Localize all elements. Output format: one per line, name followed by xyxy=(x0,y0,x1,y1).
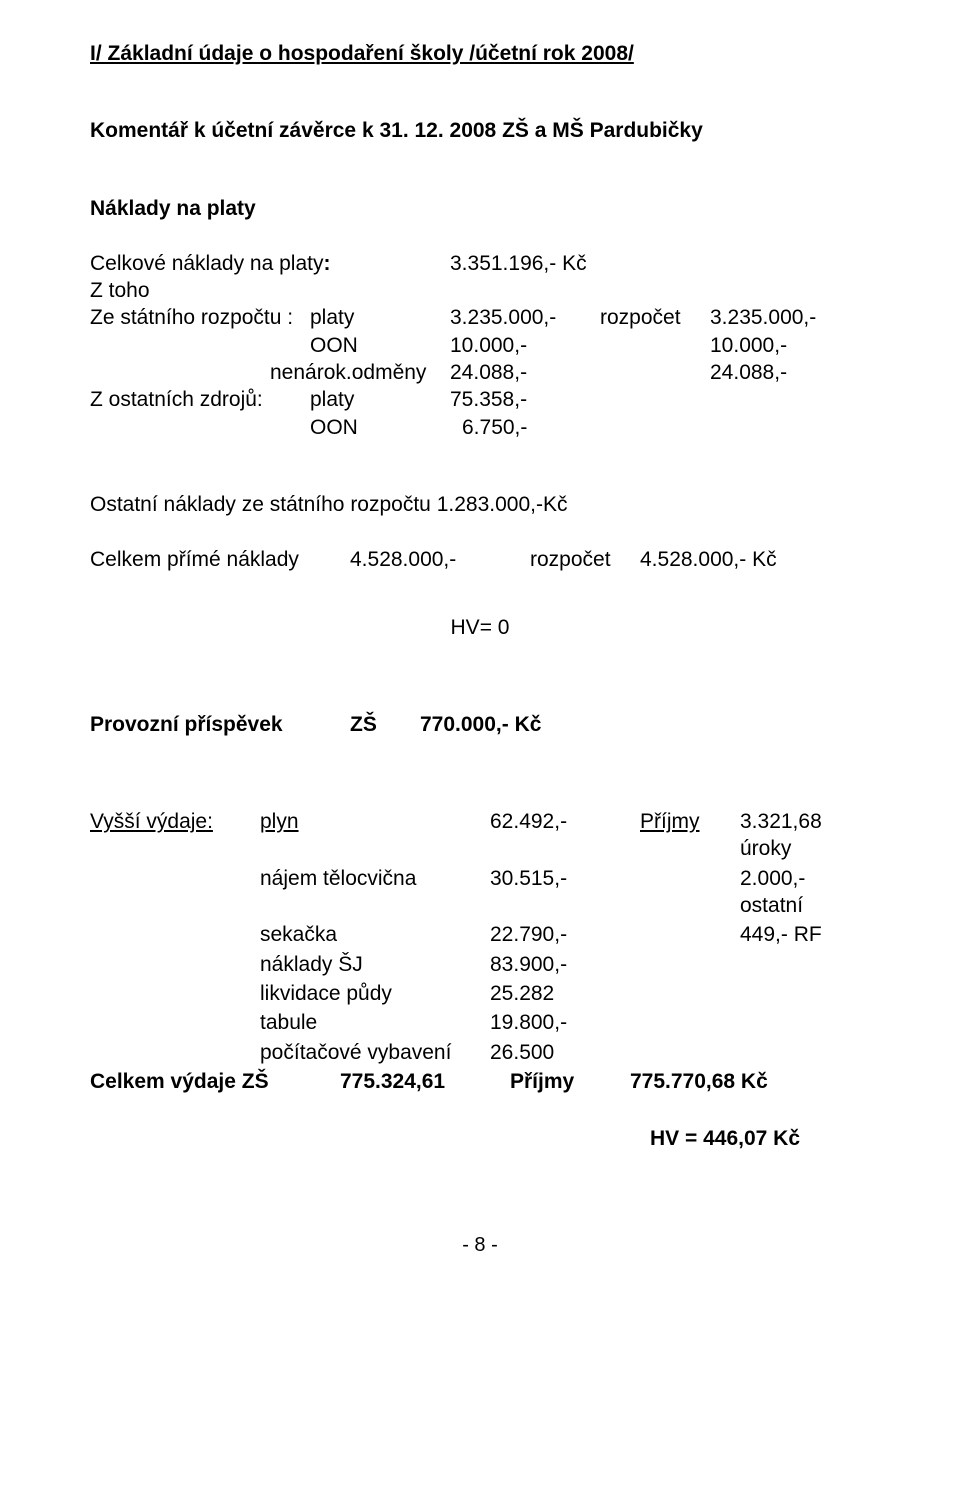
total-expenses-label: Celkem výdaje ZŠ xyxy=(90,1068,340,1095)
expense-name-1: nájem tělocvična xyxy=(260,865,490,920)
commentary-heading: Komentář k účetní závěrce k 31. 12. 2008… xyxy=(90,117,870,144)
expense-name-0: plyn xyxy=(260,808,340,863)
expense-amount-2: 22.790,- xyxy=(490,921,640,948)
total-payroll-value: 3.351.196,- Kč xyxy=(450,250,600,277)
state-budget-row-2: nenárok.odměny 24.088,- 24.088,- xyxy=(90,359,870,386)
z-toho-label: Z toho xyxy=(90,277,870,304)
state-budget-sub-2: nenárok.odměny xyxy=(270,359,450,386)
expense-amount-3: 83.900,- xyxy=(490,951,640,978)
hv-zero: HV= 0 xyxy=(90,614,870,641)
income-value-0: 3.321,68 úroky xyxy=(740,808,870,863)
direct-costs-row: Celkem přímé náklady 4.528.000,- rozpoče… xyxy=(90,546,870,573)
state-budget-row-0: Ze státního rozpočtu : platy 3.235.000,-… xyxy=(90,304,870,331)
higher-expenses-label: Vyšší výdaje: xyxy=(90,808,260,863)
direct-costs-budget-value: 4.528.000,- Kč xyxy=(640,546,777,573)
other-sources-label: Z ostatních zdrojů: xyxy=(90,386,310,413)
expense-amount-0: 62.492,- xyxy=(490,808,640,863)
hv-final: HV = 446,07 Kč xyxy=(90,1125,870,1152)
total-expenses-value: 775.324,61 xyxy=(340,1068,510,1095)
state-budget-v1-0: 3.235.000,- xyxy=(450,304,600,331)
state-budget-v1-1: 10.000,- xyxy=(450,332,600,359)
expense-row-5: tabule 19.800,- xyxy=(90,1009,870,1036)
total-income-value: 775.770,68 Kč xyxy=(630,1068,870,1095)
expense-amount-6: 26.500 xyxy=(490,1039,640,1066)
expense-amount-5: 19.800,- xyxy=(490,1009,640,1036)
income-value-2: 449,- RF xyxy=(740,921,870,948)
other-sources-sub-0: platy xyxy=(310,386,450,413)
total-payroll-colon: : xyxy=(323,252,330,275)
income-label-0: Příjmy xyxy=(640,808,740,863)
operating-value: 770.000,- Kč xyxy=(420,711,541,738)
state-budget-v3-2: 24.088,- xyxy=(710,359,787,386)
totals-row: Celkem výdaje ZŠ 775.324,61 Příjmy 775.7… xyxy=(90,1068,870,1095)
expense-name-5: tabule xyxy=(260,1009,490,1036)
page-number: - 8 - xyxy=(90,1232,870,1258)
state-budget-row-1: OON 10.000,- 10.000,- xyxy=(90,332,870,359)
state-budget-sub-0: platy xyxy=(310,304,450,331)
state-budget-label: Ze státního rozpočtu : xyxy=(90,304,310,331)
expense-name-3: náklady ŠJ xyxy=(260,951,490,978)
expense-name-4: likvidace půdy xyxy=(260,980,490,1007)
expense-row-1: nájem tělocvična 30.515,- 2.000,- ostatn… xyxy=(90,865,870,920)
operating-row: Provozní příspěvek ZŠ 770.000,- Kč xyxy=(90,711,870,738)
expense-row-3: náklady ŠJ 83.900,- xyxy=(90,951,870,978)
expenses-block: Vyšší výdaje: plyn 62.492,- Příjmy 3.321… xyxy=(90,808,870,1066)
expense-row-6: počítačové vybavení 26.500 xyxy=(90,1039,870,1066)
state-budget-v3-0: 3.235.000,- xyxy=(710,304,816,331)
expense-amount-1: 30.515,- xyxy=(490,865,640,920)
state-budget-v1-2: 24.088,- xyxy=(450,359,600,386)
other-sources-row-1: OON 6.750,- xyxy=(90,414,870,441)
state-budget-v3-1: 10.000,- xyxy=(710,332,787,359)
payroll-heading: Náklady na platy xyxy=(90,195,870,222)
expense-row-2: sekačka 22.790,- 449,- RF xyxy=(90,921,870,948)
total-payroll-row: Celkové náklady na platy: 3.351.196,- Kč xyxy=(90,250,870,277)
total-payroll-label: Celkové náklady na platy xyxy=(90,252,323,275)
expense-row-0: Vyšší výdaje: plyn 62.492,- Příjmy 3.321… xyxy=(90,808,870,863)
direct-costs-value: 4.528.000,- xyxy=(350,546,530,573)
expense-row-4: likvidace půdy 25.282 xyxy=(90,980,870,1007)
direct-costs-budget-label: rozpočet xyxy=(530,546,640,573)
state-budget-sub-1: OON xyxy=(310,332,450,359)
income-value-1: 2.000,- ostatní xyxy=(740,865,870,920)
operating-label: Provozní příspěvek xyxy=(90,711,350,738)
total-income-label: Příjmy xyxy=(510,1068,630,1095)
other-sources-row-0: Z ostatních zdrojů: platy 75.358,- xyxy=(90,386,870,413)
other-sources-v1-0: 75.358,- xyxy=(450,386,527,413)
state-budget-v2-0: rozpočet xyxy=(600,304,710,331)
other-sources-sub-1: OON xyxy=(310,414,450,441)
page-title: I/ Základní údaje o hospodaření školy /ú… xyxy=(90,40,870,67)
expense-name-2: sekačka xyxy=(260,921,490,948)
operating-school: ZŠ xyxy=(350,711,420,738)
expense-amount-4: 25.282 xyxy=(490,980,640,1007)
direct-costs-label: Celkem přímé náklady xyxy=(90,546,350,573)
expense-name-6: počítačové vybavení xyxy=(260,1039,490,1066)
other-sources-v1-1: 6.750,- xyxy=(450,414,527,441)
other-state-costs: Ostatní náklady ze státního rozpočtu 1.2… xyxy=(90,491,870,518)
